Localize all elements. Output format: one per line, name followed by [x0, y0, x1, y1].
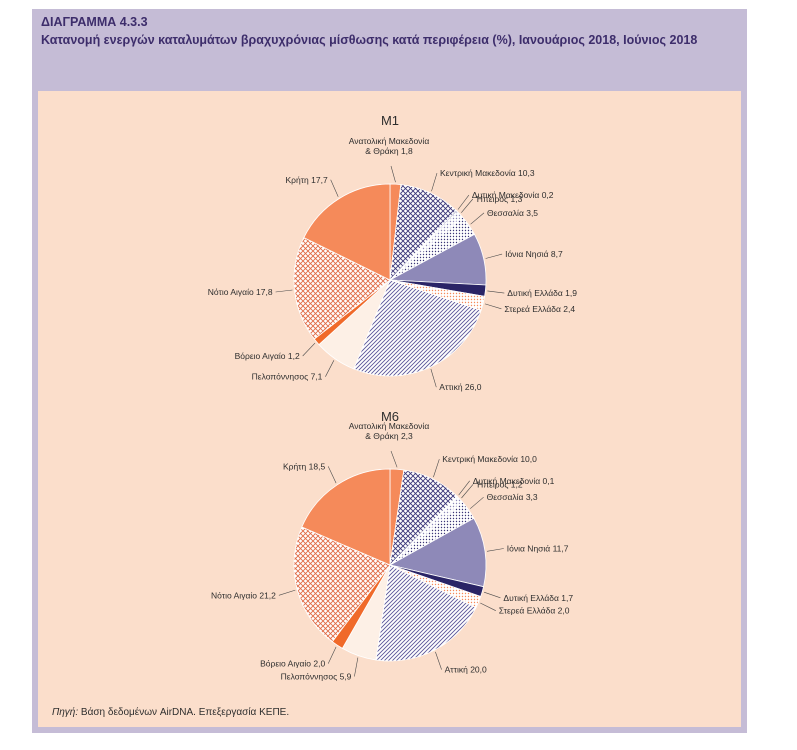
pie-leader-line: [470, 496, 484, 509]
pie-label-πελοπόννησος: Πελοπόννησος 5,9: [281, 672, 352, 682]
pie-label-ήπειρος: Ήπειρος 1,3: [475, 194, 523, 204]
pie-label-ιόνια-νησιά: Ιόνια Νησιά 11,7: [507, 544, 569, 554]
pie-charts: M1 Ανατολική Μακεδονία & Θράκη 1,8 Κεντρική…: [208, 113, 578, 682]
pie-leader-line: [278, 589, 296, 596]
pie-leader-line: [390, 165, 396, 183]
pie-title: M6: [381, 409, 399, 424]
chart-panel: M1 Ανατολική Μακεδονία & Θράκη 1,8 Κεντρική…: [38, 91, 741, 727]
pie-m1: M1 Ανατολική Μακεδονία & Θράκη 1,8 Κεντρική…: [208, 113, 578, 392]
figure-frame: ΔΙΑΓΡΑΜΜΑ 4.3.3 Κατανομή ενεργών καταλυμ…: [32, 9, 747, 733]
pie-leader-line: [431, 173, 438, 192]
pie-leader-line: [484, 303, 502, 310]
pie-leader-line: [486, 548, 504, 552]
pie-label-κρήτη: Κρήτη 18,5: [283, 461, 325, 471]
pie-label-στερεά-ελλάδα: Στερεά Ελλάδα 2,0: [499, 606, 570, 616]
pie-label-πελοπόννησος: Πελοπόννησος 7,1: [252, 372, 323, 382]
pie-slice-νότιο-αιγαίο: [293, 237, 391, 340]
pie-leader-line: [470, 212, 485, 225]
pie-label-δυτική-μακεδονία: Δυτική Μακεδονία 0,2: [472, 190, 554, 200]
source-note: Πηγή: Βάση δεδομένων AirDNA. Επεξεργασία…: [52, 707, 289, 718]
pie-slice-αττική: [353, 279, 482, 377]
pie-label-νότιο-αιγαίο: Νότιο Αιγαίο 17,8: [208, 287, 273, 297]
pie-label-κεντρική-μακεδονία: Κεντρική Μακεδονία 10,0: [442, 454, 537, 464]
pie-leader-line: [327, 466, 337, 484]
source-text: Βάση δεδομένων AirDNA. Επεξεργασία ΚΕΠΕ.: [78, 707, 290, 718]
pie-label-στερεά-ελλάδα: Στερεά Ελλάδα 2,4: [504, 304, 575, 314]
pie-label-αττική: Αττική 26,0: [439, 382, 481, 392]
pie-label-δυτική-ελλάδα: Δυτική Ελλάδα 1,9: [507, 288, 577, 298]
pie-leader-line: [275, 289, 293, 293]
pie-leader-line: [330, 179, 339, 197]
pie-label-ιόνια-νησιά: Ιόνια Νησιά 8,7: [505, 249, 563, 259]
pie-label-θεσσαλία: Θεσσαλία 3,5: [487, 208, 538, 218]
pie-leader-line: [457, 194, 470, 210]
pie-leader-line: [487, 290, 505, 294]
pie-slice-κρήτη: [301, 468, 391, 566]
pie-leader-line: [480, 602, 496, 611]
pie-slice-αττική: [375, 564, 477, 662]
figure-title: Κατανομή ενεργών καταλυμάτων βραχυχρόνια…: [41, 33, 698, 47]
pie-label-κεντρική-μακεδονία: Κεντρική Μακεδονία 10,3: [440, 168, 535, 178]
pie-leader-line: [325, 360, 335, 377]
pie-leader-line: [433, 459, 440, 478]
pie-slice-κρήτη: [303, 183, 391, 281]
pie-leader-line: [302, 342, 316, 357]
pie-leader-line: [461, 484, 474, 499]
pie-leader-line: [430, 368, 437, 388]
pie-leader-line: [435, 651, 442, 670]
pie-label-κρήτη: Κρήτη 17,7: [285, 175, 327, 185]
pie-label-βόρειο-αιγαίο: Βόρειο Αιγαίο 2,0: [260, 659, 325, 669]
pie-label-ανατολική-μακεδονία-θράκη: Ανατολική Μακεδονία & Θράκη 2,3: [349, 421, 430, 441]
pie-slice-νότιο-αιγαίο: [293, 526, 391, 643]
pie-label-δυτική-ελλάδα: Δυτική Ελλάδα 1,7: [503, 593, 573, 603]
pie-label-θεσσαλία: Θεσσαλία 3,3: [487, 492, 538, 502]
pie-leader-line: [458, 480, 470, 496]
pie-label-νότιο-αιγαίο: Νότιο Αιγαίο 21,2: [211, 590, 276, 600]
pie-title: M1: [381, 113, 399, 128]
pie-leader-line: [354, 657, 359, 677]
figure-label: ΔΙΑΓΡΑΜΜΑ 4.3.3: [41, 15, 148, 29]
pie-label-βόρειο-αιγαίο: Βόρειο Αιγαίο 1,2: [235, 351, 300, 361]
pie-leader-line: [485, 253, 503, 259]
pie-label-δυτική-μακεδονία: Δυτική Μακεδονία 0,1: [473, 476, 555, 486]
pie-leader-line: [390, 450, 398, 468]
figure-header: ΔΙΑΓΡΑΜΜΑ 4.3.3 Κατανομή ενεργών καταλυμ…: [41, 15, 737, 48]
pie-slice-ιόνια-νησιά: [388, 517, 487, 588]
pie-label-ανατολική-μακεδονία-θράκη: Ανατολική Μακεδονία & Θράκη 1,8: [349, 136, 430, 156]
pie-leader-line: [461, 198, 474, 213]
pie-leader-line: [484, 591, 501, 599]
pie-label-ήπειρος: Ήπειρος 1,2: [475, 479, 523, 489]
pie-label-αττική: Αττική 20,0: [445, 665, 487, 675]
pie-leader-line: [327, 646, 337, 664]
source-prefix: Πηγή:: [52, 707, 79, 718]
